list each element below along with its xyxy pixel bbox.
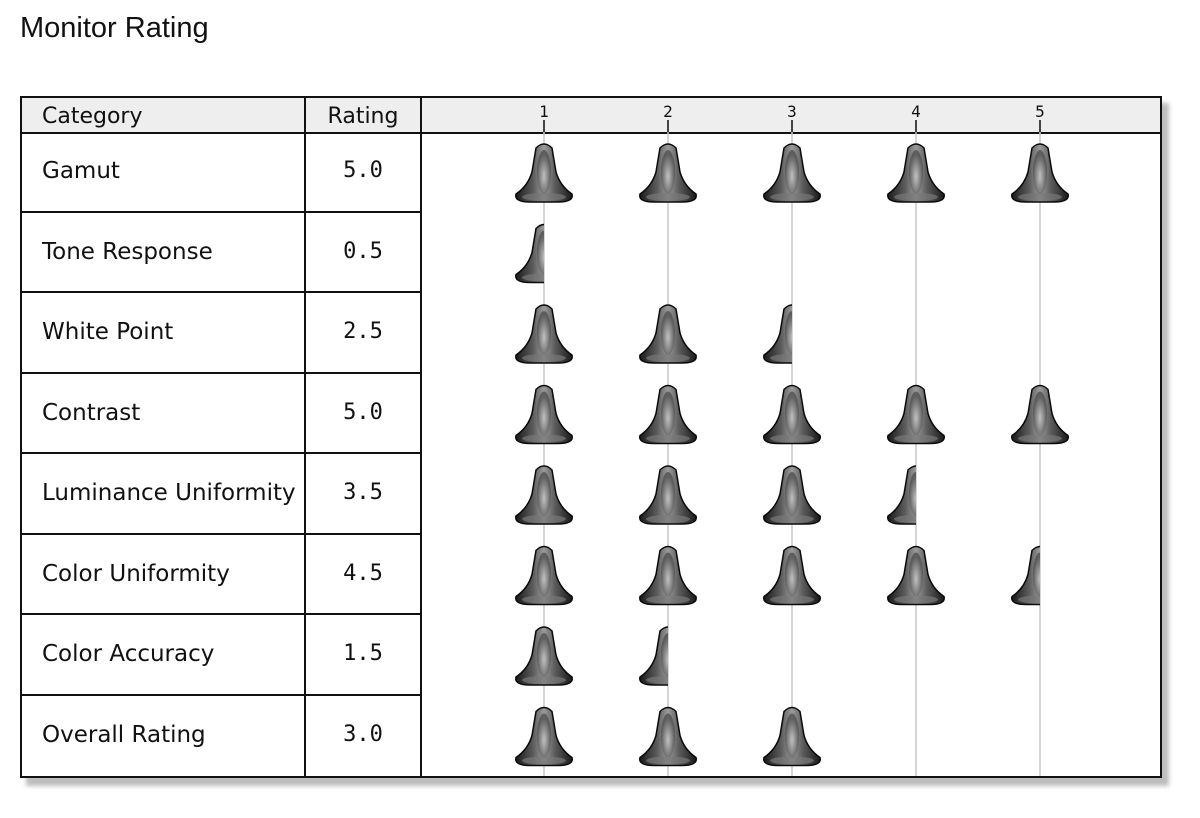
- bell-rating-half-icon: [887, 465, 916, 525]
- bell-rating-icon: [639, 706, 697, 767]
- category-label: Color Accuracy: [42, 641, 215, 668]
- rating-value: 5.0: [343, 158, 383, 184]
- bell-rating-icon: [887, 143, 945, 203]
- bell-rating-half-icon: [1011, 545, 1040, 606]
- table-row: Tone Response 0.5: [22, 213, 422, 293]
- category-label: Luminance Uniformity: [42, 480, 296, 507]
- bell-rating-icon: [639, 545, 697, 606]
- bell-rating-icon: [515, 545, 573, 606]
- page-title: Monitor Rating: [20, 12, 209, 44]
- table-row: Contrast 5.0: [22, 374, 422, 454]
- header-rating: Rating: [327, 104, 399, 129]
- rating-table: Category Rating Gamut 5.0 Tone Response 0.5…: [20, 96, 1162, 778]
- bell-rating-icon: [1011, 143, 1069, 203]
- category-label: Overall Rating: [42, 721, 206, 748]
- bell-rating-half-icon: [515, 223, 544, 284]
- category-label: Tone Response: [42, 238, 213, 265]
- bell-rating-icon: [515, 143, 573, 203]
- table-row: White Point 2.5: [22, 293, 422, 374]
- rating-value: 4.5: [343, 560, 383, 586]
- bell-rating-icon: [639, 384, 697, 445]
- table-row: Color Accuracy 1.5: [22, 615, 422, 696]
- rating-value: 0.5: [343, 238, 383, 264]
- tick-label: 5: [1035, 102, 1045, 121]
- bell-rating-icon: [763, 465, 821, 525]
- bell-rating-half-icon: [763, 304, 792, 364]
- rating-value: 2.5: [343, 319, 383, 345]
- table-row: Overall Rating 3.0: [22, 696, 422, 777]
- table-row: Gamut 5.0: [22, 132, 422, 213]
- bell-rating-icon: [515, 384, 573, 445]
- bell-rating-icon: [639, 304, 697, 364]
- rating-value: 3.5: [343, 480, 383, 506]
- tick-label: 3: [787, 102, 797, 121]
- bell-rating-icon: [1011, 384, 1069, 445]
- bell-rating-icon: [515, 465, 573, 525]
- category-label: Contrast: [42, 399, 141, 426]
- bell-rating-icon: [639, 143, 697, 203]
- column-divider-chart: [420, 98, 422, 776]
- category-label: Gamut: [42, 158, 120, 185]
- rating-value: 5.0: [343, 399, 383, 425]
- category-label: Color Uniformity: [42, 560, 230, 587]
- header-category: Category: [42, 104, 143, 129]
- bell-rating-icon: [763, 706, 821, 767]
- table-row: Luminance Uniformity 3.5: [22, 454, 422, 535]
- table-header: Category Rating: [22, 98, 1160, 134]
- bell-rating-icon: [515, 626, 573, 686]
- tick-label: 4: [911, 102, 921, 121]
- bell-rating-icon: [515, 304, 573, 364]
- bell-rating-icon: [515, 706, 573, 767]
- bell-rating-icon: [887, 545, 945, 606]
- rating-chart: 1 2 3 4 5: [515, 102, 1069, 776]
- tick-label: 2: [663, 102, 673, 121]
- bell-rating-icon: [887, 384, 945, 445]
- category-label: White Point: [42, 319, 174, 346]
- column-divider-rating: [304, 98, 306, 776]
- bell-rating-icon: [639, 465, 697, 525]
- rating-value: 3.0: [343, 721, 383, 747]
- rating-value: 1.5: [343, 641, 383, 667]
- bell-rating-icon: [763, 384, 821, 445]
- bell-rating-icon: [763, 545, 821, 606]
- bell-rating-half-icon: [639, 626, 668, 686]
- bell-rating-icon: [763, 143, 821, 203]
- tick-label: 1: [539, 102, 549, 121]
- table-row: Color Uniformity 4.5: [22, 535, 422, 615]
